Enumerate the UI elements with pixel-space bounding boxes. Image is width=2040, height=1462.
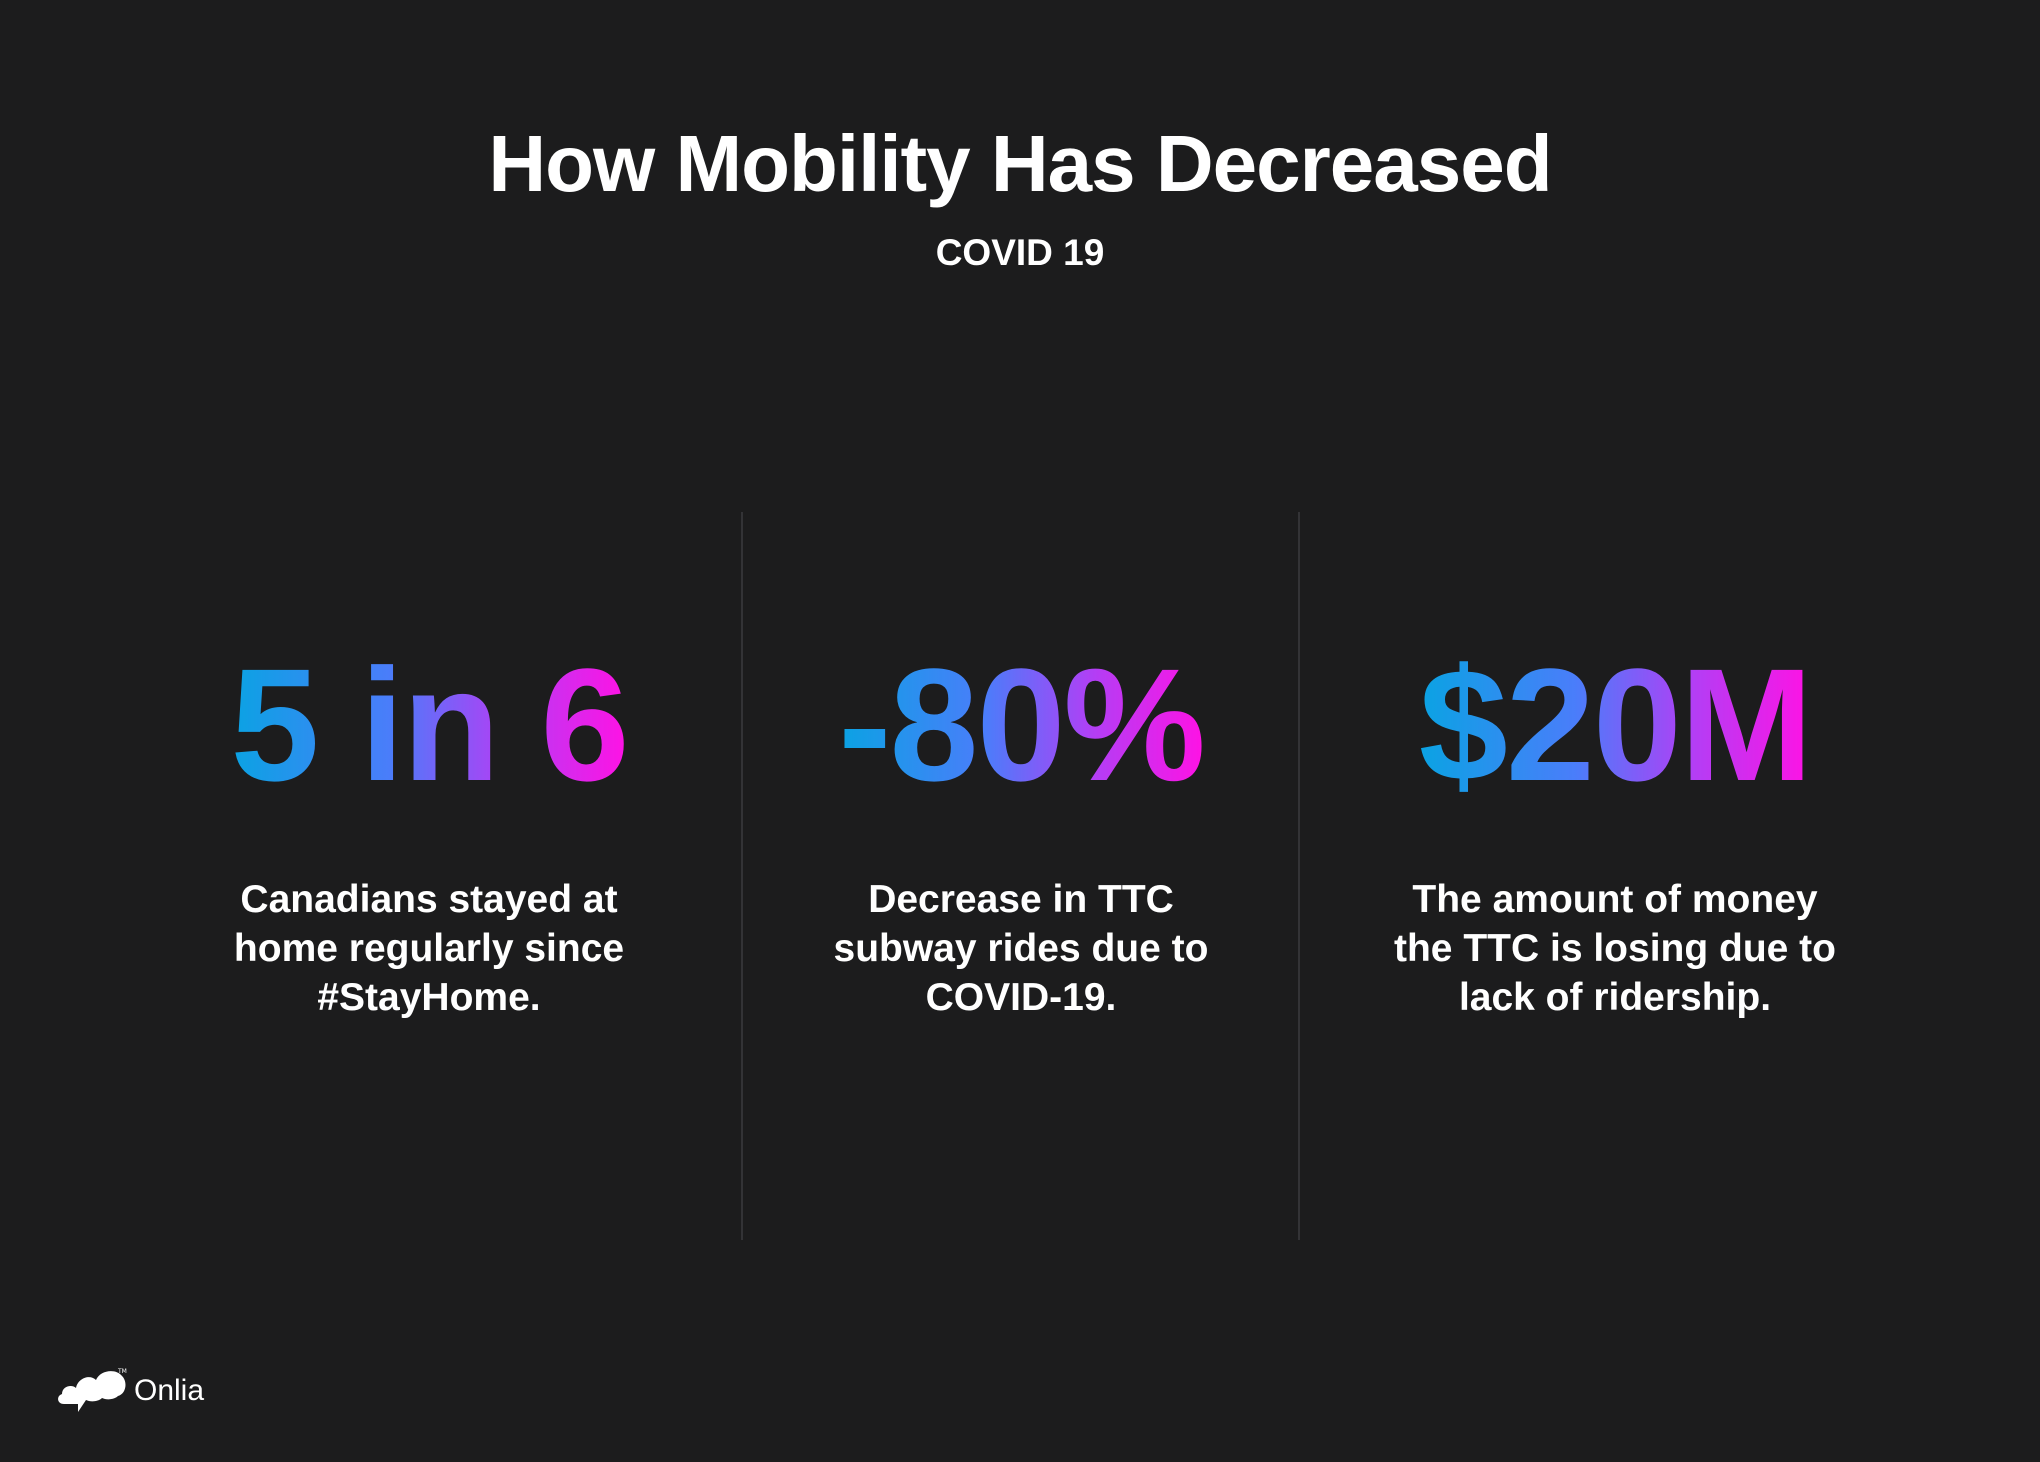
page-subtitle: COVID 19 — [935, 232, 1105, 273]
header: How Mobility Has Decreased COVID 19 — [0, 118, 2040, 274]
stat-ttc-rides: -80% Decrease in TTC subway rides due to… — [761, 625, 1281, 1022]
stat-description: Canadians stayed at home regularly since… — [233, 878, 625, 1019]
stat-description: The amount of money the TTC is losing du… — [1394, 878, 1836, 1019]
stat-value: -80% — [838, 625, 1206, 825]
speech-cloud-icon: TM — [58, 1368, 127, 1412]
brand-name: Onlia — [134, 1374, 205, 1407]
page-title: How Mobility Has Decreased — [488, 119, 1552, 208]
stat-value: $20M — [1419, 625, 1813, 825]
stat-ttc-losses: $20M The amount of money the TTC is losi… — [1355, 625, 1875, 1022]
stat-stay-home: 5 in 6 Canadians stayed at home regularl… — [169, 625, 689, 1022]
stat-value: 5 in 6 — [230, 625, 629, 825]
column-divider-right — [1298, 512, 1300, 1240]
brand-logo: TM Onlia — [56, 1366, 204, 1416]
column-divider-left — [741, 512, 743, 1240]
stat-description: Decrease in TTC subway rides due to COVI… — [833, 878, 1209, 1019]
svg-text:TM: TM — [117, 1368, 127, 1375]
